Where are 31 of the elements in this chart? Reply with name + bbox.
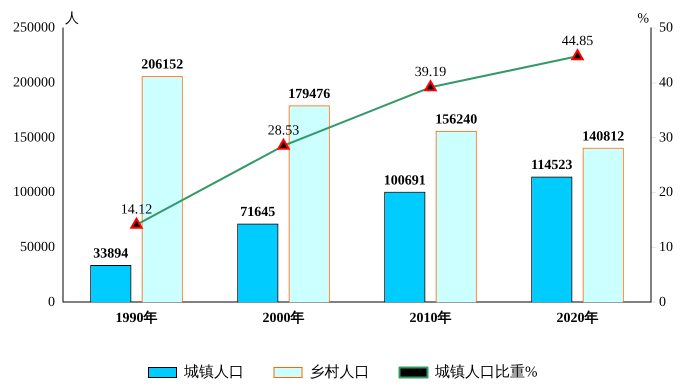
y-tick-label: 50000 [20, 240, 55, 256]
x-tick-label: 2000年 [262, 310, 304, 326]
legend-label: 城镇人口比重% [434, 363, 538, 380]
x-tick-label: 2020年 [556, 310, 598, 326]
data-label: 39.19 [414, 64, 446, 80]
x-tick-label: 2010年 [410, 310, 452, 326]
y2-axis-title: % [637, 12, 650, 27]
y-tick-label: 250000 [13, 20, 55, 36]
data-label: 100691 [384, 173, 426, 188]
y-tick-label: 200000 [13, 76, 55, 91]
data-label: 179476 [288, 86, 330, 102]
data-label: 156240 [435, 112, 478, 128]
data-label: 71645 [240, 205, 276, 220]
data-label: 140812 [582, 129, 624, 144]
y-tick-label: 100000 [13, 185, 55, 200]
y-tick-label: 0 [48, 294, 55, 310]
y-axis-title: 人 [65, 10, 79, 27]
data-label: 114523 [531, 158, 572, 174]
y2-tick-label: 20 [659, 185, 673, 200]
x-tick-label: 1990年 [116, 310, 158, 326]
y2-tick-label: 0 [659, 294, 666, 310]
y-tick-label: 150000 [13, 130, 55, 146]
legend-label: 城镇人口 [183, 363, 244, 380]
data-label: 44.85 [562, 34, 594, 49]
y2-tick-label: 30 [659, 130, 673, 146]
y2-tick-label: 10 [659, 240, 673, 256]
data-label: 33894 [93, 246, 128, 262]
y2-tick-label: 40 [659, 76, 673, 91]
y2-tick-label: 50 [659, 20, 673, 36]
legend-label: 乡村人口 [310, 363, 370, 380]
data-label: 206152 [141, 58, 184, 73]
